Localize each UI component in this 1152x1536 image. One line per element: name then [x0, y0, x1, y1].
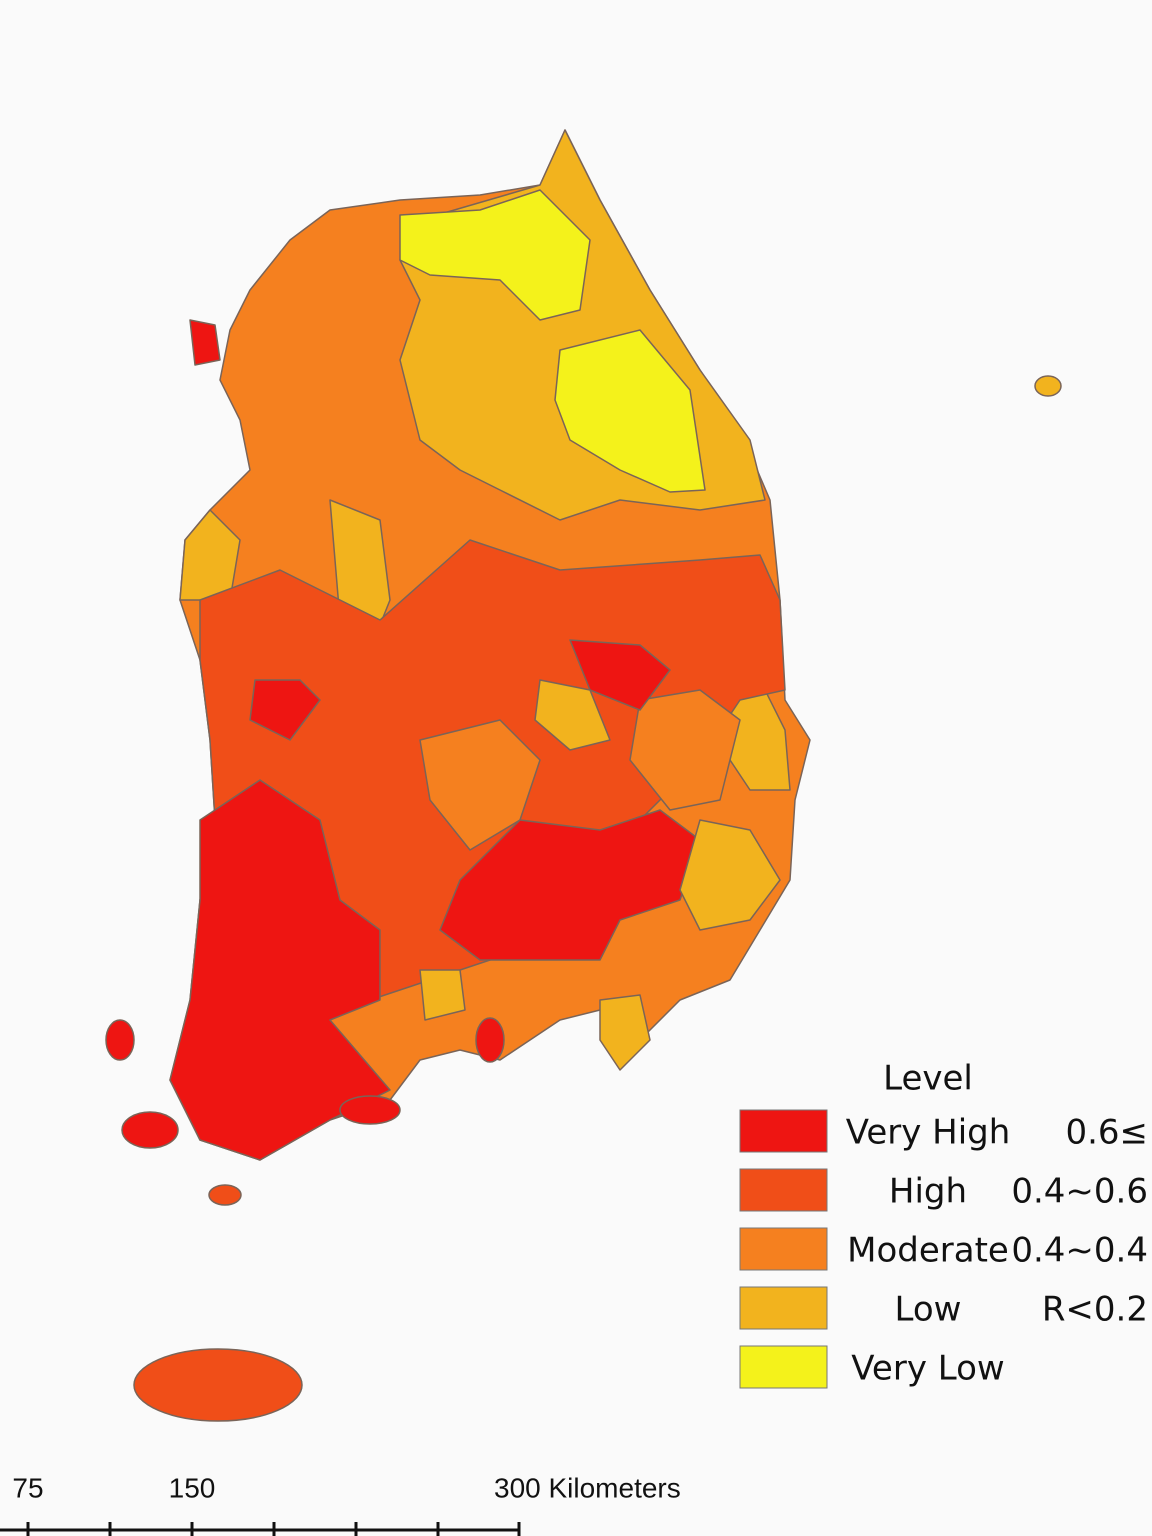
island: [121, 1111, 179, 1149]
legend-swatch: [739, 1109, 828, 1153]
region: [629, 689, 741, 811]
scale-label: 75: [12, 1472, 43, 1503]
legend-swatch: [739, 1345, 828, 1389]
region: [179, 509, 241, 601]
region: [599, 994, 651, 1071]
region: [554, 329, 706, 493]
island: [105, 1019, 135, 1061]
regions: [105, 129, 1062, 1422]
legend-label: High: [889, 1172, 967, 1212]
legend-label: Very High: [846, 1113, 1011, 1153]
region: [169, 779, 391, 1161]
region: [249, 679, 321, 741]
jeju-island: [133, 1348, 303, 1422]
scale-bar: [0, 1522, 521, 1536]
island: [475, 1017, 505, 1063]
region: [189, 319, 221, 366]
legend-range: R<0.2: [1042, 1290, 1148, 1330]
scale-labels: 75 150 300 Kilometers: [12, 1472, 680, 1503]
legend-label: Very Low: [851, 1349, 1004, 1389]
legend-swatch: [739, 1227, 828, 1271]
legend-label: Low: [895, 1290, 962, 1330]
legend-range: 0.4~0.6: [1011, 1172, 1148, 1212]
region: [419, 969, 466, 1021]
scale-label: 300 Kilometers: [494, 1472, 681, 1503]
legend-swatch: [739, 1286, 828, 1330]
region: [534, 679, 611, 751]
region: [399, 189, 591, 321]
region: [569, 639, 671, 711]
island: [339, 1095, 401, 1125]
region: [679, 819, 781, 931]
island: [208, 1184, 242, 1206]
legend-range: 0.6≤: [1065, 1113, 1148, 1153]
island: [1034, 375, 1062, 397]
legend-label: Moderate: [847, 1231, 1009, 1271]
region: [439, 809, 701, 961]
legend-title: Level: [883, 1059, 973, 1099]
legend-swatch: [739, 1168, 828, 1212]
legend-range: 0.4~0.4: [1011, 1231, 1148, 1271]
scale-label: 150: [169, 1472, 216, 1503]
